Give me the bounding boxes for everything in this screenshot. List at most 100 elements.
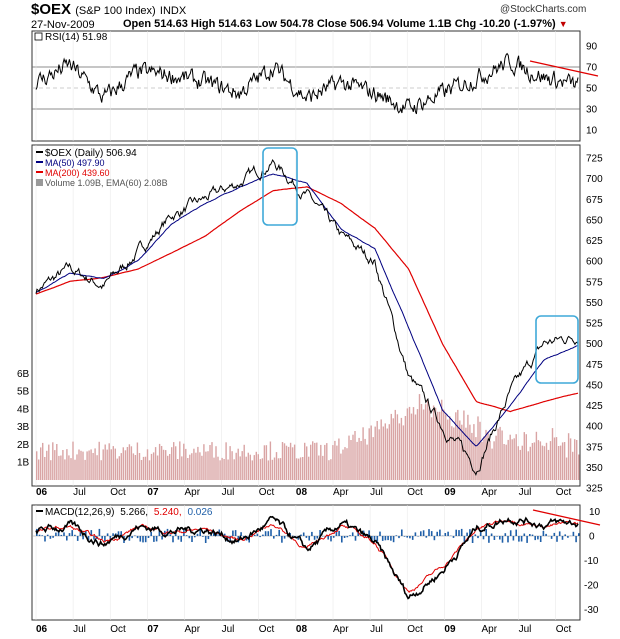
macd-hist-bar (379, 531, 381, 536)
volume-bar (410, 413, 413, 480)
x-axis-label: 07 (147, 624, 159, 635)
macd-legend-signal: 5.240, (154, 507, 182, 518)
volume-bar (156, 455, 159, 480)
volume-bar (567, 433, 570, 480)
macd-hist-bar (139, 536, 142, 542)
volume-bar (146, 449, 149, 480)
macd-hist-bar (526, 536, 528, 543)
volume-bar (513, 438, 515, 480)
axis-tick-label: 10 (586, 126, 598, 137)
macd-hist-bar (305, 536, 308, 538)
volume-bar (330, 459, 332, 480)
volume-bar (275, 452, 278, 480)
macd-hist-bar (469, 529, 471, 536)
quote-line: Open 514.63 High 514.63 Low 504.78 Close… (123, 18, 568, 30)
volume-bar (293, 444, 296, 480)
volume-bar (179, 441, 181, 480)
volume-bar (62, 450, 64, 480)
macd-hist-bar (455, 529, 457, 536)
macd-hist-bar (520, 536, 523, 542)
volume-bar (451, 426, 453, 480)
volume-tick-label: 2B (17, 440, 30, 451)
volume-bar (354, 431, 356, 480)
volume-bar (441, 399, 443, 480)
volume-bar (348, 435, 350, 480)
macd-hist-bar (504, 533, 507, 536)
macd-hist-bar (191, 536, 193, 542)
volume-bar (169, 454, 171, 480)
volume-bar (72, 441, 74, 480)
macd-hist-bar (425, 536, 428, 538)
volume-bar (434, 407, 437, 480)
volume-bar (547, 449, 550, 480)
volume-bar (241, 451, 243, 480)
price-legend: $OEX (Daily) 506.94 MA(50) 497.90 MA(200… (36, 148, 168, 188)
x-axis-label: 08 (296, 487, 308, 498)
macd-hist-bar (74, 534, 76, 536)
volume-bar (487, 431, 489, 480)
volume-bar (120, 453, 122, 480)
volume-bar (88, 450, 90, 480)
x-axis-label: Apr (333, 487, 349, 498)
macd-hist-bar (223, 533, 226, 536)
macd-legend-macd: 5.266, (120, 507, 148, 518)
volume-bar (426, 398, 429, 480)
volume-bar (318, 455, 320, 480)
macd-hist-bar (101, 536, 103, 539)
volume-bar (283, 443, 286, 480)
macd-hist-bar (194, 536, 196, 538)
volume-bar (279, 458, 282, 480)
macd-hist-bar (387, 536, 389, 541)
volume-bar (237, 448, 239, 480)
x-axis-label: Apr (185, 624, 201, 635)
volume-bar (211, 442, 213, 480)
macd-hist-bar (98, 528, 101, 536)
volume-bar (467, 414, 469, 480)
volume-bar (358, 437, 360, 480)
volume-bar (48, 444, 50, 480)
volume-bar (90, 449, 92, 480)
volume-bar (380, 419, 382, 480)
volume-bar (420, 404, 423, 480)
volume-bar (291, 447, 294, 480)
volume-bar (203, 444, 205, 480)
macd-hist-bar (512, 536, 515, 541)
volume-bar (366, 444, 368, 480)
volume-bar (263, 445, 266, 480)
macd-hist-bar (531, 534, 534, 536)
volume-bar (80, 450, 82, 480)
macd-hist-bar (213, 531, 215, 536)
macd-hist-bar (109, 536, 112, 541)
axis-tick-label: 650 (586, 215, 603, 226)
volume-bar (215, 446, 217, 480)
macd-line (35, 515, 579, 600)
volume-tick-label: 3B (17, 422, 30, 433)
macd-hist-bar (509, 530, 512, 536)
volume-bar (231, 451, 233, 480)
macd-hist-bar (256, 533, 259, 536)
volume-bar (112, 446, 114, 480)
volume-bar (543, 446, 546, 480)
volume-bar (191, 453, 193, 480)
volume-tick-label: 1B (17, 458, 30, 469)
macd-hist-bar (507, 536, 509, 543)
macd-hist-bar (376, 536, 379, 542)
volume-bar (505, 444, 507, 480)
macd-hist-bar (534, 536, 536, 541)
volume-bar (154, 447, 157, 480)
macd-hist-bar (245, 536, 248, 541)
volume-bar (382, 426, 384, 480)
macd-hist-bar (215, 533, 218, 536)
volume-bar (312, 441, 314, 480)
volume-bar (483, 436, 485, 480)
volume-tick-label: 6B (17, 369, 30, 380)
x-axis-label: Jul (73, 487, 86, 498)
macd-hist-bar (188, 536, 191, 539)
macd-hist-bar (281, 536, 283, 543)
volume-bar (187, 458, 189, 480)
macd-hist-bar (300, 534, 302, 536)
macd-hist-bar (556, 536, 558, 542)
price-line (35, 158, 579, 477)
volume-bar (306, 446, 308, 480)
macd-hist-bar (422, 530, 425, 536)
